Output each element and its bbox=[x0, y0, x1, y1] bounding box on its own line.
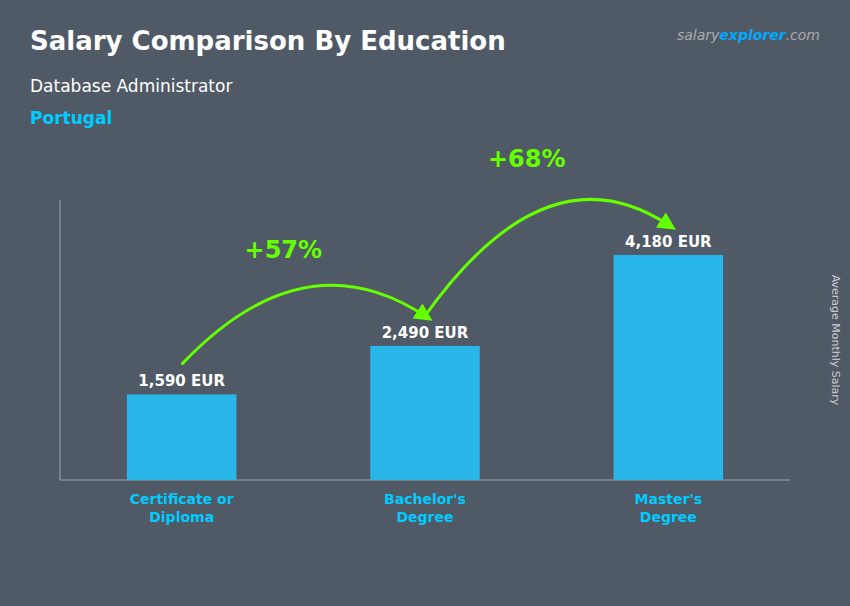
y-axis-label: Average Monthly Salary bbox=[829, 275, 842, 406]
data-label: 2,490 EUR bbox=[382, 324, 469, 342]
background bbox=[0, 0, 850, 606]
watermark: salaryexplorer.com bbox=[677, 27, 820, 43]
category-label-line: Degree bbox=[396, 509, 453, 525]
subtitle: Database Administrator bbox=[30, 76, 232, 96]
data-label: 4,180 EUR bbox=[625, 233, 712, 251]
bar bbox=[614, 255, 724, 480]
category-label-line: Diploma bbox=[149, 509, 214, 525]
category-label: Bachelor's Degree bbox=[384, 491, 466, 525]
watermark-part: explorer bbox=[719, 27, 786, 43]
location: Portugal bbox=[30, 108, 112, 128]
category-label-line: Certificate or bbox=[130, 491, 234, 507]
chart: Salary Comparison By Education Database A… bbox=[0, 0, 850, 606]
bar bbox=[127, 394, 236, 480]
category-label-line: Bachelor's bbox=[384, 491, 466, 507]
bar bbox=[370, 346, 480, 480]
bars bbox=[127, 255, 723, 480]
change-arrow bbox=[425, 199, 668, 315]
y-axis-line bbox=[60, 200, 61, 480]
data-label: 1,590 EUR bbox=[138, 372, 225, 390]
category-label: Master's Degree bbox=[635, 491, 702, 525]
title: Salary Comparison By Education bbox=[30, 26, 506, 56]
watermark-part: salary bbox=[677, 27, 720, 43]
category-label: Certificate or Diploma bbox=[130, 491, 234, 525]
category-label-line: Master's bbox=[635, 491, 702, 507]
change-label: +68% bbox=[488, 145, 566, 173]
watermark-part: .com bbox=[786, 27, 820, 43]
category-label-line: Degree bbox=[640, 509, 697, 525]
change-arrow bbox=[182, 285, 425, 364]
change-label: +57% bbox=[245, 236, 323, 264]
